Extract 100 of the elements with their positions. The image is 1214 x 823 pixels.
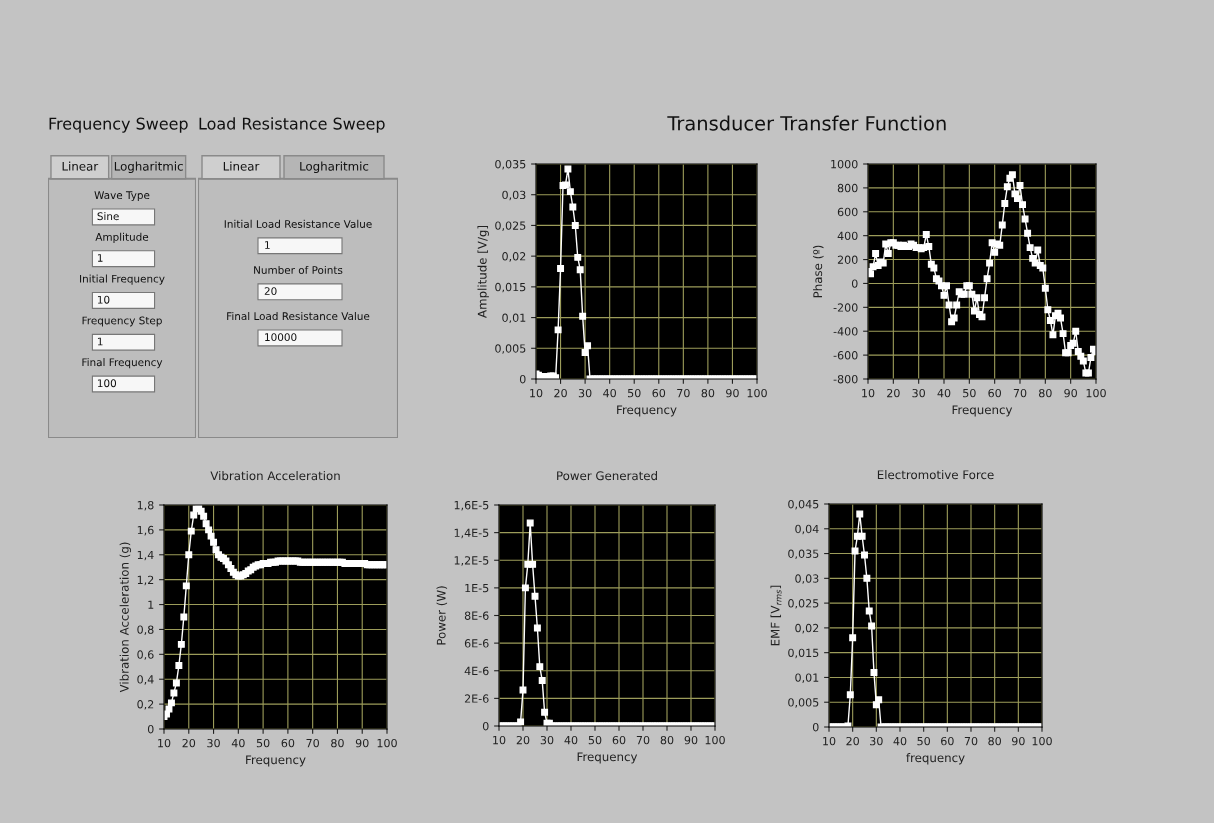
x-axis-title: Frequency <box>246 755 306 767</box>
x-axis-title: Frequency <box>577 752 638 764</box>
y-tick-label: 8E-6 <box>464 611 489 620</box>
y-tick-label: 1 <box>148 600 154 609</box>
x-tick-label: 40 <box>893 736 907 746</box>
y-tick-label: 1000 <box>831 159 858 169</box>
text: Wave Type <box>94 191 150 202</box>
text: Initial Frequency <box>80 274 165 285</box>
y-tick-label: 0,02 <box>795 623 819 634</box>
y-tick-label: 0,04 <box>795 524 819 535</box>
y-tick-label: 0,035 <box>495 159 526 170</box>
text: Logharitmic <box>114 161 183 173</box>
x-tick-label: 80 <box>331 738 344 748</box>
text: Transducer Transfer Function <box>667 115 946 131</box>
x-tick-label: 60 <box>941 736 954 746</box>
x-tick-label: 40 <box>564 735 578 745</box>
y-tick-label: 1,2 <box>137 575 154 586</box>
y-axis-title: Vibration Acceleration (g) <box>119 542 132 693</box>
x-tick-label: 10 <box>158 738 171 748</box>
x-tick-label: 100 <box>377 738 397 748</box>
x-tick-label: 10 <box>862 388 875 398</box>
y-tick-label: 1,8 <box>137 500 154 511</box>
x-tick-label: 80 <box>1039 388 1052 398</box>
y-tick-label: 0 <box>147 724 154 734</box>
x-tick-label: 90 <box>355 738 369 748</box>
y-tick-label: 600 <box>837 207 858 217</box>
x-tick-label: 30 <box>912 388 925 398</box>
y-tick-label: 0,015 <box>495 282 526 293</box>
x-tick-label: 60 <box>281 738 295 748</box>
text: Frequency Sweep <box>49 117 188 133</box>
y-tick-label: 0,025 <box>788 599 819 609</box>
x-tick-label: 90 <box>726 388 739 398</box>
y-tick-label: 200 <box>837 255 858 264</box>
y-axis-title: Amplitude [V/g] <box>477 226 489 318</box>
x-tick-label: 60 <box>652 388 666 398</box>
x-tick-label: 50 <box>963 388 976 398</box>
y-axis-title: Phase (º) <box>813 245 824 298</box>
y-tick-label: 0,4 <box>137 675 154 685</box>
text: Final Load Resistance Value <box>227 312 370 321</box>
text: Sine <box>97 212 119 221</box>
y-tick-label: 1,2E-5 <box>454 556 489 566</box>
x-tick-label: 40 <box>231 738 245 748</box>
x-tick-label: 90 <box>1011 736 1025 746</box>
x-tick-label: 100 <box>1086 388 1106 398</box>
x-tick-label: 50 <box>628 388 641 398</box>
y-tick-label: 6E-6 <box>464 639 489 648</box>
x-tick-label: 60 <box>988 388 1001 398</box>
x-tick-label: 10 <box>823 736 836 746</box>
x-tick-label: 10 <box>493 735 506 745</box>
x-tick-label: 30 <box>578 388 592 398</box>
x-tick-label: 100 <box>747 388 767 398</box>
y-tick-label: -200 <box>833 303 858 312</box>
x-tick-label: 70 <box>306 738 319 748</box>
text: 20 <box>264 287 277 296</box>
x-axis-title: Frequency <box>617 405 677 417</box>
chart-title: Vibration Acceleration <box>210 471 340 481</box>
y-tick-label: 0,045 <box>788 499 819 510</box>
y-tick-label: 0 <box>482 721 489 731</box>
y-tick-label: 0,03 <box>795 574 819 584</box>
y-tick-label: -600 <box>833 351 858 360</box>
y-tick-label: 0,03 <box>502 190 526 201</box>
y-tick-label: 0,02 <box>502 252 526 262</box>
x-tick-label: 20 <box>554 388 567 398</box>
y-tick-label: 0,8 <box>137 625 154 635</box>
text: 1 <box>97 254 103 262</box>
text: 100 <box>97 379 117 388</box>
x-tick-label: 80 <box>701 388 715 398</box>
y-tick-label: 0,005 <box>495 344 526 354</box>
x-tick-label: 70 <box>1013 388 1027 398</box>
text: 1 <box>97 337 103 346</box>
x-tick-label: 30 <box>540 735 554 745</box>
text: 1 <box>265 241 270 249</box>
text: Frequency Step <box>82 316 162 327</box>
x-tick-label: 40 <box>603 388 616 398</box>
x-axis-title: frequency <box>906 753 965 765</box>
x-tick-label: 20 <box>887 388 900 398</box>
y-tick-label: 2E-6 <box>464 694 489 703</box>
x-axis-title: Frequency <box>952 405 1013 417</box>
y-tick-label: 800 <box>837 183 858 193</box>
x-tick-label: 80 <box>660 735 674 745</box>
x-tick-label: 60 <box>612 735 626 745</box>
x-tick-label: 50 <box>917 736 930 746</box>
y-tick-label: 0,2 <box>137 700 154 710</box>
y-tick-label: 1,4E-5 <box>454 528 489 539</box>
y-tick-label: 1,4 <box>137 550 154 561</box>
y-tick-label: 0,025 <box>495 221 526 231</box>
text: Initial Load Resistance Value <box>224 219 372 228</box>
x-tick-label: 70 <box>677 388 690 398</box>
x-tick-label: 90 <box>1064 388 1077 398</box>
y-axis-title: EMF [V$_{rms}$] <box>770 585 782 646</box>
y-tick-label: 0 <box>519 374 526 384</box>
y-tick-label: 0,6 <box>137 650 154 660</box>
y-tick-label: 1,6E-5 <box>454 500 489 511</box>
x-tick-label: 100 <box>705 735 725 745</box>
x-tick-label: 70 <box>964 736 978 746</box>
y-axis-title: Power (W) <box>436 586 448 645</box>
text: Number of Points <box>254 265 343 274</box>
text: 10 <box>97 295 110 304</box>
text: Amplitude <box>95 232 149 243</box>
y-tick-label: 0,035 <box>788 549 819 560</box>
